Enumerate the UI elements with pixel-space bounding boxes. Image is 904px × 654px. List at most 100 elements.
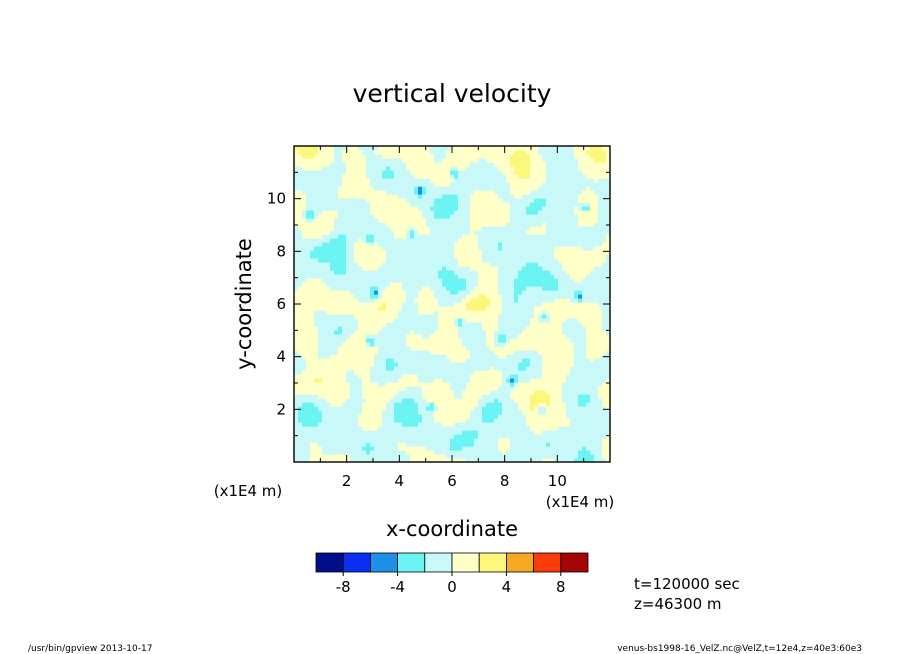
field-cell — [390, 386, 395, 391]
field-cell — [386, 422, 391, 427]
field-cell — [394, 294, 399, 299]
field-cell — [570, 294, 575, 299]
field-cell — [426, 362, 431, 367]
field-cell — [522, 278, 527, 283]
field-cell — [338, 254, 343, 259]
field-cell — [330, 390, 335, 395]
field-cell — [442, 294, 447, 299]
field-cell — [306, 262, 311, 267]
field-cell — [442, 446, 447, 451]
field-cell — [594, 286, 599, 291]
field-cell — [334, 222, 339, 227]
field-cell — [570, 418, 575, 423]
field-cell — [526, 322, 531, 327]
field-cell — [418, 366, 423, 371]
field-cell — [322, 334, 327, 339]
field-cell — [518, 438, 523, 443]
field-cell — [470, 302, 475, 307]
field-cell — [542, 210, 547, 215]
field-cell — [310, 330, 315, 335]
field-cell — [330, 326, 335, 331]
field-cell — [398, 282, 403, 287]
field-cell — [382, 378, 387, 383]
field-cell — [510, 282, 515, 287]
field-cell — [306, 458, 311, 462]
field-cell — [306, 426, 311, 431]
field-cell — [598, 422, 603, 427]
field-cell — [342, 422, 347, 427]
field-cell — [518, 310, 523, 315]
field-cell — [602, 434, 607, 439]
field-cell — [406, 366, 411, 371]
field-cell — [302, 310, 307, 315]
field-cell — [426, 226, 431, 231]
field-cell — [346, 270, 351, 275]
field-cell — [314, 334, 319, 339]
field-cell — [410, 282, 415, 287]
field-cell — [590, 238, 595, 243]
field-cell — [454, 414, 459, 419]
field-cell — [606, 334, 610, 339]
field-cell — [530, 270, 535, 275]
field-cell — [382, 258, 387, 263]
field-cell — [390, 342, 395, 347]
field-cell — [342, 338, 347, 343]
field-cell — [462, 330, 467, 335]
field-cell — [430, 430, 435, 435]
field-cell — [306, 402, 311, 407]
field-cell — [342, 402, 347, 407]
field-cell — [374, 418, 379, 423]
field-cell — [466, 386, 471, 391]
field-cell — [410, 442, 415, 447]
field-cell — [294, 422, 299, 427]
field-cell — [550, 402, 555, 407]
field-cell — [446, 210, 451, 215]
field-cell — [318, 342, 323, 347]
field-cell — [518, 326, 523, 331]
field-cell — [338, 410, 343, 415]
field-cell — [342, 430, 347, 435]
field-cell — [474, 386, 479, 391]
field-cell — [334, 438, 339, 443]
field-cell — [450, 426, 455, 431]
field-cell — [586, 346, 591, 351]
field-cell — [554, 234, 559, 239]
field-cell — [554, 322, 559, 327]
field-cell — [362, 314, 367, 319]
field-cell — [390, 266, 395, 271]
field-cell — [442, 358, 447, 363]
field-cell — [314, 278, 319, 283]
field-cell — [374, 238, 379, 243]
field-cell — [466, 298, 471, 303]
field-cell — [594, 278, 599, 283]
field-cell — [362, 322, 367, 327]
field-cell — [534, 242, 539, 247]
field-cell — [574, 362, 579, 367]
field-cell — [458, 322, 463, 327]
field-cell — [482, 326, 487, 331]
field-cell — [446, 306, 451, 311]
field-cell — [350, 258, 355, 263]
field-cell — [554, 254, 559, 259]
field-cell — [318, 270, 323, 275]
field-cell — [558, 434, 563, 439]
field-cell — [346, 210, 351, 215]
field-cell — [586, 430, 591, 435]
field-cell — [390, 234, 395, 239]
field-cell — [510, 398, 515, 403]
field-cell — [394, 378, 399, 383]
field-cell — [342, 254, 347, 259]
field-cell — [306, 226, 311, 231]
field-cell — [574, 406, 579, 411]
field-cell — [438, 366, 443, 371]
field-cell — [578, 414, 583, 419]
field-cell — [470, 406, 475, 411]
field-cell — [330, 298, 335, 303]
field-cell — [370, 430, 375, 435]
field-cell — [554, 362, 559, 367]
field-cell — [598, 354, 603, 359]
field-cell — [490, 346, 495, 351]
field-cell — [602, 386, 607, 391]
field-cell — [538, 434, 543, 439]
field-cell — [310, 298, 315, 303]
